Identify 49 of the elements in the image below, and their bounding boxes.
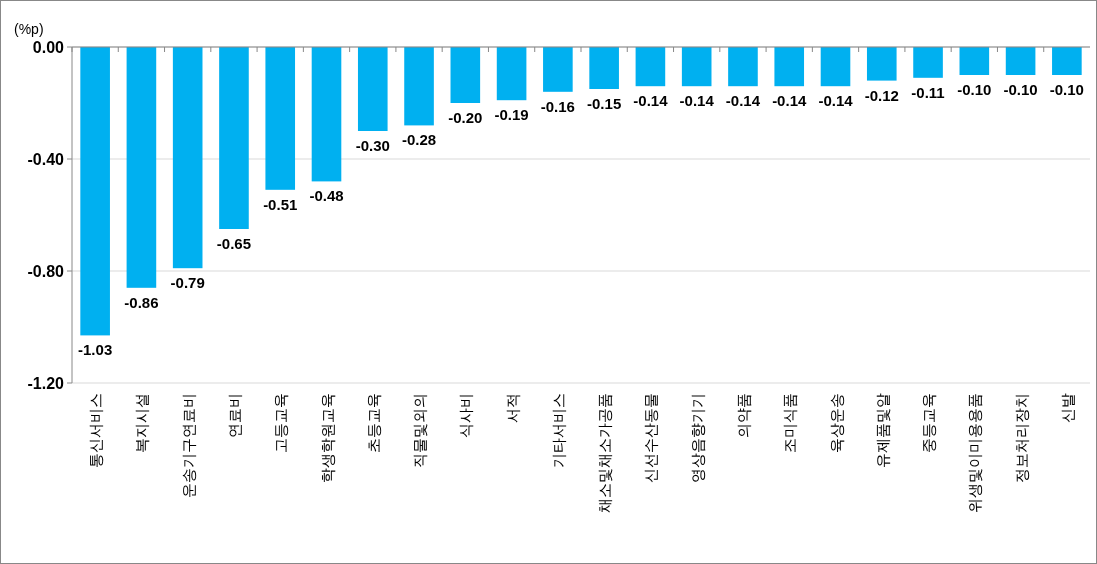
x-tick-label: 유제품및알 — [873, 393, 891, 468]
x-tick-label: 의약품 — [734, 393, 752, 438]
x-tick-label: 육상운송 — [827, 393, 845, 453]
data-label: -0.30 — [355, 137, 390, 154]
data-label: -0.10 — [1003, 81, 1038, 98]
x-tick-label: 중등교육 — [920, 393, 938, 453]
data-label: -0.86 — [124, 293, 159, 311]
data-label: -0.10 — [957, 81, 992, 98]
data-label: -0.51 — [263, 195, 298, 213]
x-tick-label: 위생및이미용용품 — [966, 393, 984, 513]
x-tick-label: 신발 — [1058, 393, 1076, 423]
data-label: -0.11 — [911, 83, 945, 101]
y-axis-title: (%p) — [14, 21, 44, 37]
y-tick-label: 0.00 — [32, 39, 65, 56]
x-tick-label: 영상음향기기 — [688, 393, 706, 483]
x-tick-label: 연료비 — [225, 393, 243, 438]
data-label: -0.15 — [587, 95, 622, 112]
x-tick-label: 직물및외의 — [411, 393, 429, 468]
x-tick-label: 고등교육 — [272, 393, 290, 453]
data-label: -1.03 — [78, 341, 113, 359]
data-label: -0.16 — [540, 97, 575, 115]
data-label: -0.28 — [401, 131, 437, 149]
data-label: -0.10 — [1049, 81, 1084, 98]
data-label: -0.20 — [448, 109, 483, 126]
x-tick-label: 정보처리장치 — [1012, 393, 1030, 483]
x-tick-label: 통신서비스 — [87, 393, 105, 468]
y-tick-label: -0.40 — [27, 151, 65, 168]
data-label: -0.14 — [818, 92, 854, 110]
data-label: -0.19 — [494, 106, 529, 124]
x-tick-label: 식사비 — [457, 393, 475, 438]
x-tick-label: 학생학원교육 — [318, 393, 336, 483]
x-tick-label: 신선수산동물 — [642, 393, 660, 483]
y-tick-label: -1.20 — [27, 375, 65, 392]
x-tick-label: 기타서비스 — [549, 393, 567, 468]
data-label: -0.79 — [170, 274, 205, 292]
data-label: -0.14 — [772, 92, 807, 110]
data-label: -0.48 — [309, 187, 344, 205]
x-tick-label: 초등교육 — [364, 393, 382, 453]
x-tick-label: 채소및채소가공품 — [596, 393, 614, 513]
data-label: -0.14 — [725, 92, 761, 110]
data-label: -0.14 — [679, 92, 715, 110]
x-tick-label: 조미식품 — [781, 393, 799, 453]
data-label: -0.14 — [633, 92, 669, 110]
data-label: -0.12 — [864, 86, 899, 104]
x-tick-label: 복지시설 — [133, 393, 151, 453]
x-tick-label: 운송기구연료비 — [179, 393, 197, 498]
x-tick-label: 서적 — [503, 393, 521, 423]
y-tick-label: -0.80 — [27, 263, 65, 280]
data-label: -0.65 — [216, 235, 252, 252]
